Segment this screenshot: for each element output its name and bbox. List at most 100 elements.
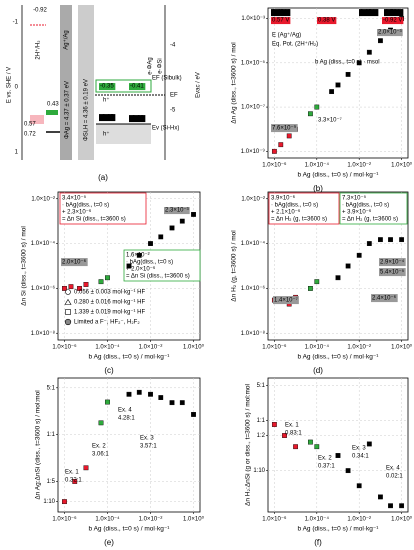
data-point <box>105 399 110 405</box>
y-tick-label: 1.0×10⁻⁸ <box>31 330 56 337</box>
annotation: 3.3×10⁻⁷ <box>318 117 342 124</box>
x-tick-label: 1.0×10⁻⁴ <box>305 344 330 351</box>
y-axis-label: Δn Si (diss., t=3600 s) / mol <box>21 226 28 306</box>
label-background <box>377 29 403 37</box>
y-tick-label: 1.0×10⁻² <box>241 196 265 202</box>
label-background <box>271 17 291 25</box>
y-axis-label: Δn Ag:ΔnSi (diss., t=3600 s) / mol:mol <box>35 390 42 500</box>
annotation: 3.57:1 <box>140 444 157 450</box>
plot-frame <box>267 191 409 341</box>
annotation: -0.92 <box>33 8 47 14</box>
annotation-box <box>268 192 340 225</box>
label-background <box>129 83 146 91</box>
annotation: 0.37:1 <box>318 464 335 470</box>
annotation: -5 <box>170 108 176 114</box>
annotation-box <box>339 192 408 225</box>
annotation: 7.6×10⁻⁹ <box>272 125 297 132</box>
y-axis-label: Δn H₂:ΔnSi (g or diss., t=3600 s) / mol:… <box>245 383 252 505</box>
data-point <box>388 503 393 509</box>
y-tick-label: 1.0×10⁻⁴ <box>241 240 266 247</box>
data-point <box>136 252 142 258</box>
label-background <box>382 17 404 25</box>
x-tick-label: 1.0×10⁻⁶ <box>262 162 287 169</box>
x-axis-label: b Ag (diss., t=0 s) / mol·kg⁻¹ <box>89 526 171 533</box>
si-column <box>78 5 94 160</box>
annotation: 0.43 V <box>272 10 289 16</box>
x-tick-label: 1.0×10⁻⁶ <box>52 344 77 351</box>
data-point <box>148 391 153 397</box>
annotation: 2.4×10⁻⁶ <box>372 295 397 302</box>
y-tick-label: 1:5 <box>47 479 56 485</box>
annotation: ΦAg = 4.37 ± 0.37 eV <box>65 81 71 139</box>
data-point <box>98 420 104 426</box>
data-point <box>314 279 320 285</box>
data-point <box>271 422 277 427</box>
annotation: 0.32:1 <box>65 478 82 484</box>
annotation: Ag⁺/Ag <box>63 30 70 50</box>
x-tick-label: 1.0×10⁰ <box>391 162 413 169</box>
y-tick-label: 1:1 <box>47 432 56 438</box>
x-tick-label: 1.0×10⁻² <box>139 345 163 351</box>
data-point <box>72 479 78 484</box>
annotation: 0.83:1 <box>285 431 302 437</box>
y-tick-label: 1.0×10⁻⁵ <box>241 59 266 66</box>
annotation: + 2.0×10⁻⁶ <box>126 266 156 273</box>
annotation: -0.68 <box>130 116 144 122</box>
annotation: Ex. 4 <box>118 408 132 414</box>
data-point <box>378 494 383 500</box>
legend-label: 1.339 ± 0.019 mol·kg⁻¹ HF <box>74 310 145 316</box>
panel-label: (a) <box>98 173 108 182</box>
data-point <box>62 499 67 505</box>
annotation: Ex. 1 <box>65 470 79 476</box>
annotation: · bAg(diss., t=0 s) <box>342 203 389 209</box>
annotation: 1.6×10⁻² <box>126 253 150 259</box>
label-background <box>271 9 291 17</box>
annotation: · bAg(diss., t=0 s) <box>126 260 173 266</box>
data-point <box>98 279 104 285</box>
x-tick-label: 1.0×10⁻⁴ <box>95 344 120 351</box>
annotation: Ev (Si-Hx) <box>152 126 179 132</box>
annotation: 2H⁺/H₂ <box>35 40 42 60</box>
annotation: + 2.3×10⁻⁶ <box>62 209 92 216</box>
annotation: Ex. 2 <box>318 456 332 462</box>
plot-frame <box>267 377 409 513</box>
y-tick-label: 1.0×10⁻⁹ <box>241 148 266 155</box>
annotation: 3.9×10⁻⁶ <box>271 195 296 202</box>
annotation: EF <box>170 93 178 99</box>
x-tick-label: 1.0×10⁻² <box>347 163 371 169</box>
annotation: 0.34:1 <box>352 454 369 460</box>
x-tick-label: 1.0×10⁻⁴ <box>305 162 330 169</box>
data-point <box>286 133 292 139</box>
annotation: Eq. Pot. (2H⁺/H₂) <box>272 41 318 48</box>
data-point <box>68 284 74 290</box>
label-background <box>164 207 190 215</box>
label-background <box>99 83 116 91</box>
annotation: 4.28:1 <box>118 416 135 422</box>
annotation: Ex. 4 <box>386 466 400 472</box>
data-point <box>278 142 284 148</box>
annotation: + 3.9×10⁻⁶ <box>342 209 372 216</box>
label-background <box>273 296 299 305</box>
data-point <box>191 412 196 417</box>
annotation-box <box>123 249 201 282</box>
plot-frame <box>57 377 201 513</box>
level-band <box>46 110 58 115</box>
data-point <box>179 218 185 224</box>
panel-label: (d) <box>313 366 323 375</box>
diagram-shapes <box>21 5 166 160</box>
annotation: 0.38 V <box>318 18 335 24</box>
annotation: b Ag (diss., t=0 s) · msol <box>315 60 380 66</box>
annotation-box <box>59 192 147 225</box>
label-background <box>61 258 88 267</box>
annotation: 3.4×10⁻⁵ <box>62 195 87 202</box>
y-tick-label: 1.0×10⁻⁶ <box>241 285 266 292</box>
data-point <box>366 49 372 55</box>
y-tick-label: 1:1 <box>257 418 266 424</box>
data-point <box>314 104 320 110</box>
annotation: 0.43 <box>47 102 59 108</box>
data-point <box>399 503 405 509</box>
x-tick-label: 1.0×10⁻² <box>347 517 371 523</box>
label-background <box>371 294 398 303</box>
data-point <box>345 71 351 77</box>
